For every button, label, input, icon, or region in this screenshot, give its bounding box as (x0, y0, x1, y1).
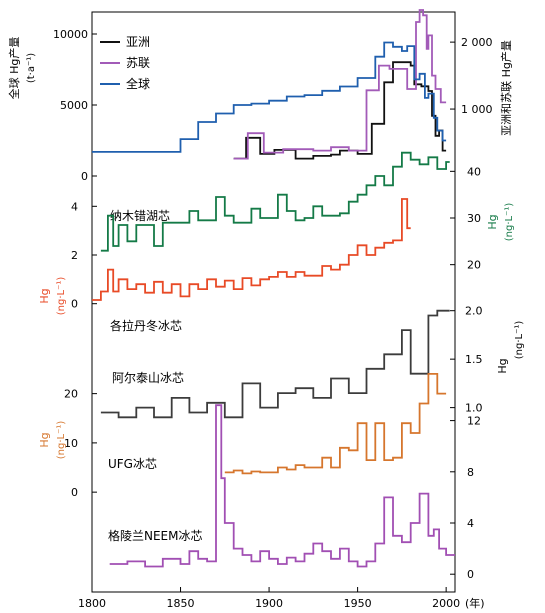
altai-tick-label: 1.0 (465, 402, 483, 415)
x-tick-label: 1850 (167, 597, 195, 610)
namco-tick-label: 40 (467, 165, 481, 178)
geladaindong-label: 各拉丹冬冰芯 (110, 318, 182, 333)
geladaindong-tick-label: 4 (71, 200, 78, 213)
x-tick-label: 1800 (78, 597, 106, 610)
ufg-axis-label: Hg (38, 432, 51, 447)
neem-tick-label: 0 (467, 568, 474, 581)
namco-label: 纳木错湖芯 (110, 208, 170, 223)
altai-label: 阿尔泰山冰芯 (112, 370, 184, 385)
altai-tick-label: 1.5 (465, 353, 483, 366)
x-tick-label: 1950 (344, 597, 372, 610)
altai-tick-label: 2.0 (465, 305, 483, 318)
legend-label: 全球 (126, 76, 150, 91)
neem-tick-label: 12 (467, 415, 481, 428)
namco-tick-label: 30 (467, 212, 481, 225)
production-left-tick-label: 5000 (60, 99, 88, 112)
production-right-tick-label: 1 000 (461, 103, 493, 116)
altai-axis-label: Hg (496, 358, 509, 373)
ufg-tick-label: 20 (64, 388, 78, 401)
production-line-全球 (92, 41, 447, 153)
geladaindong-line (92, 198, 411, 301)
production-right-axis-label: 亚洲和苏联 Hg产量 (499, 40, 513, 136)
namco-line (100, 151, 450, 252)
neem-line (109, 404, 455, 568)
altai-axis-unit: (ng·L⁻¹) (514, 321, 525, 360)
ufg-tick-label: 10 (64, 437, 78, 450)
production-left-axis-label: 全球 Hg产量 (7, 37, 21, 100)
altai-line (100, 309, 450, 419)
geladaindong-tick-label: 2 (71, 249, 78, 262)
production-right-tick-label: 2 000 (461, 36, 493, 49)
ufg-line (224, 372, 447, 475)
neem-label: 格陵兰NEEM冰芯 (108, 528, 203, 543)
geladaindong-axis-unit: (ng·L⁻¹) (56, 277, 67, 316)
legend-label: 亚洲 (126, 35, 150, 49)
x-axis-unit: (年) (465, 596, 485, 610)
geladaindong-tick-label: 0 (71, 298, 78, 311)
production-line-苏联 (233, 9, 447, 160)
production-left-tick-label: 10000 (53, 28, 88, 41)
ufg-label: UFG冰芯 (108, 457, 157, 471)
legend-label: 苏联 (126, 56, 150, 70)
x-tick-label: 1900 (255, 597, 283, 610)
neem-tick-label: 4 (467, 517, 474, 530)
production-left-tick-label: 0 (81, 170, 88, 183)
namco-axis-label: Hg (486, 214, 499, 229)
production-left-axis-unit: (t·a⁻¹) (26, 53, 37, 83)
x-tick-label: 2000 (432, 597, 460, 610)
neem-tick-label: 8 (467, 466, 474, 479)
ufg-tick-label: 0 (71, 486, 78, 499)
plot-frame (91, 11, 456, 593)
ufg-axis-unit: (ng·L⁻¹) (56, 421, 67, 460)
geladaindong-axis-label: Hg (38, 288, 51, 303)
namco-tick-label: 20 (467, 259, 481, 272)
namco-axis-unit: (ng·L⁻¹) (504, 203, 515, 242)
